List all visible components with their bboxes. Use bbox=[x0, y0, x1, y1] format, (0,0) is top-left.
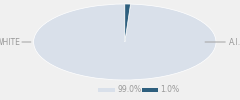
Wedge shape bbox=[125, 4, 131, 42]
Text: 1.0%: 1.0% bbox=[160, 86, 179, 94]
FancyBboxPatch shape bbox=[98, 88, 115, 92]
Text: WHITE: WHITE bbox=[0, 38, 20, 46]
Wedge shape bbox=[34, 4, 216, 80]
Text: A.I.: A.I. bbox=[229, 38, 240, 46]
FancyBboxPatch shape bbox=[142, 88, 158, 92]
Text: 99.0%: 99.0% bbox=[117, 86, 141, 94]
